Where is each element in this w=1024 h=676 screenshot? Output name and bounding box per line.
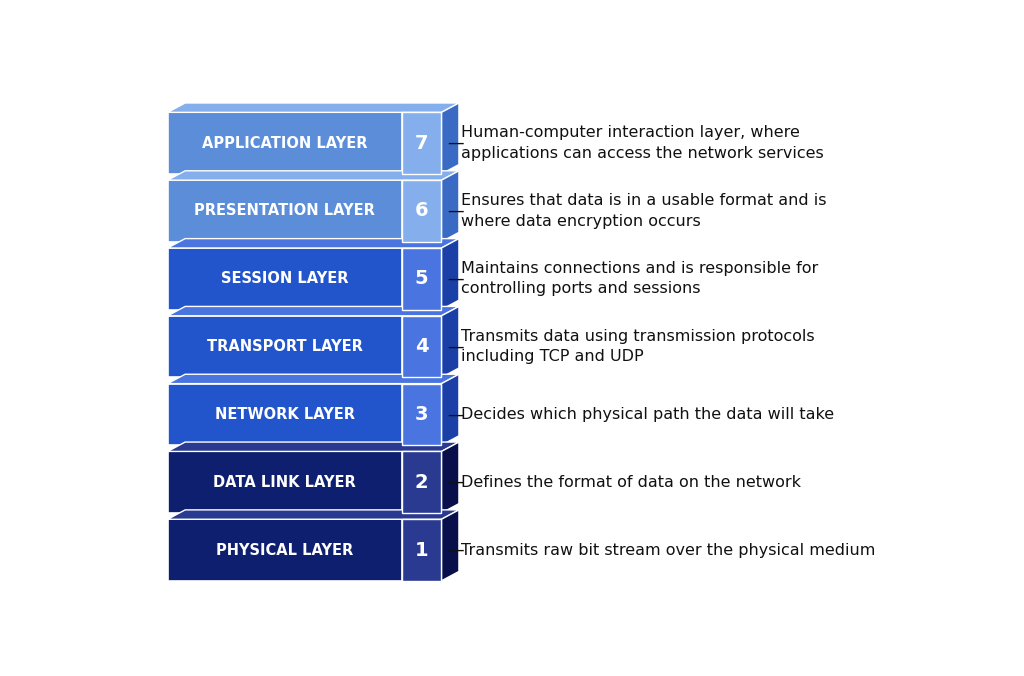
Polygon shape: [168, 239, 459, 248]
Text: TRANSPORT LAYER: TRANSPORT LAYER: [207, 339, 362, 354]
Text: Decides which physical path the data will take: Decides which physical path the data wil…: [461, 407, 835, 422]
Text: 6: 6: [415, 201, 428, 220]
Polygon shape: [168, 171, 459, 180]
Text: SESSION LAYER: SESSION LAYER: [221, 271, 348, 286]
Text: —: —: [447, 270, 464, 288]
Text: Transmits data using transmission protocols
including TCP and UDP: Transmits data using transmission protoc…: [461, 329, 815, 364]
Text: Transmits raw bit stream over the physical medium: Transmits raw bit stream over the physic…: [461, 543, 876, 558]
Text: 7: 7: [415, 134, 428, 153]
Text: 1: 1: [415, 541, 428, 560]
Polygon shape: [168, 306, 459, 316]
Polygon shape: [168, 510, 459, 519]
Text: 4: 4: [415, 337, 428, 356]
Polygon shape: [168, 248, 401, 310]
Text: APPLICATION LAYER: APPLICATION LAYER: [202, 136, 368, 151]
Text: DATA LINK LAYER: DATA LINK LAYER: [213, 475, 356, 489]
Polygon shape: [401, 248, 441, 310]
Text: —: —: [447, 337, 464, 356]
Text: PRESENTATION LAYER: PRESENTATION LAYER: [195, 203, 375, 218]
Text: —: —: [447, 202, 464, 220]
Polygon shape: [401, 112, 441, 174]
Polygon shape: [168, 383, 401, 445]
Polygon shape: [168, 316, 401, 377]
Text: 3: 3: [415, 405, 428, 424]
Polygon shape: [441, 103, 459, 174]
Polygon shape: [401, 519, 441, 581]
Text: —: —: [447, 473, 464, 491]
Text: 5: 5: [415, 269, 428, 288]
Polygon shape: [441, 510, 459, 581]
Text: Human-computer interaction layer, where
applications can access the network serv: Human-computer interaction layer, where …: [461, 126, 824, 161]
Text: NETWORK LAYER: NETWORK LAYER: [215, 407, 354, 422]
Text: Maintains connections and is responsible for
controlling ports and sessions: Maintains connections and is responsible…: [461, 261, 818, 297]
Text: —: —: [447, 134, 464, 152]
Polygon shape: [168, 180, 401, 242]
Polygon shape: [401, 383, 441, 445]
Text: PHYSICAL LAYER: PHYSICAL LAYER: [216, 543, 353, 558]
Polygon shape: [401, 452, 441, 513]
Text: —: —: [447, 541, 464, 559]
Polygon shape: [441, 375, 459, 445]
Polygon shape: [441, 171, 459, 242]
Text: 2: 2: [415, 473, 428, 491]
Text: Ensures that data is in a usable format and is
where data encryption occurs: Ensures that data is in a usable format …: [461, 193, 826, 228]
Polygon shape: [401, 316, 441, 377]
Polygon shape: [168, 375, 459, 383]
Text: Defines the format of data on the network: Defines the format of data on the networ…: [461, 475, 802, 489]
Text: —: —: [447, 406, 464, 423]
Polygon shape: [441, 239, 459, 310]
Polygon shape: [168, 519, 401, 581]
Polygon shape: [168, 103, 459, 112]
Polygon shape: [441, 306, 459, 377]
Polygon shape: [168, 112, 401, 174]
Polygon shape: [441, 442, 459, 513]
Polygon shape: [401, 180, 441, 242]
Polygon shape: [168, 442, 459, 452]
Polygon shape: [168, 452, 401, 513]
